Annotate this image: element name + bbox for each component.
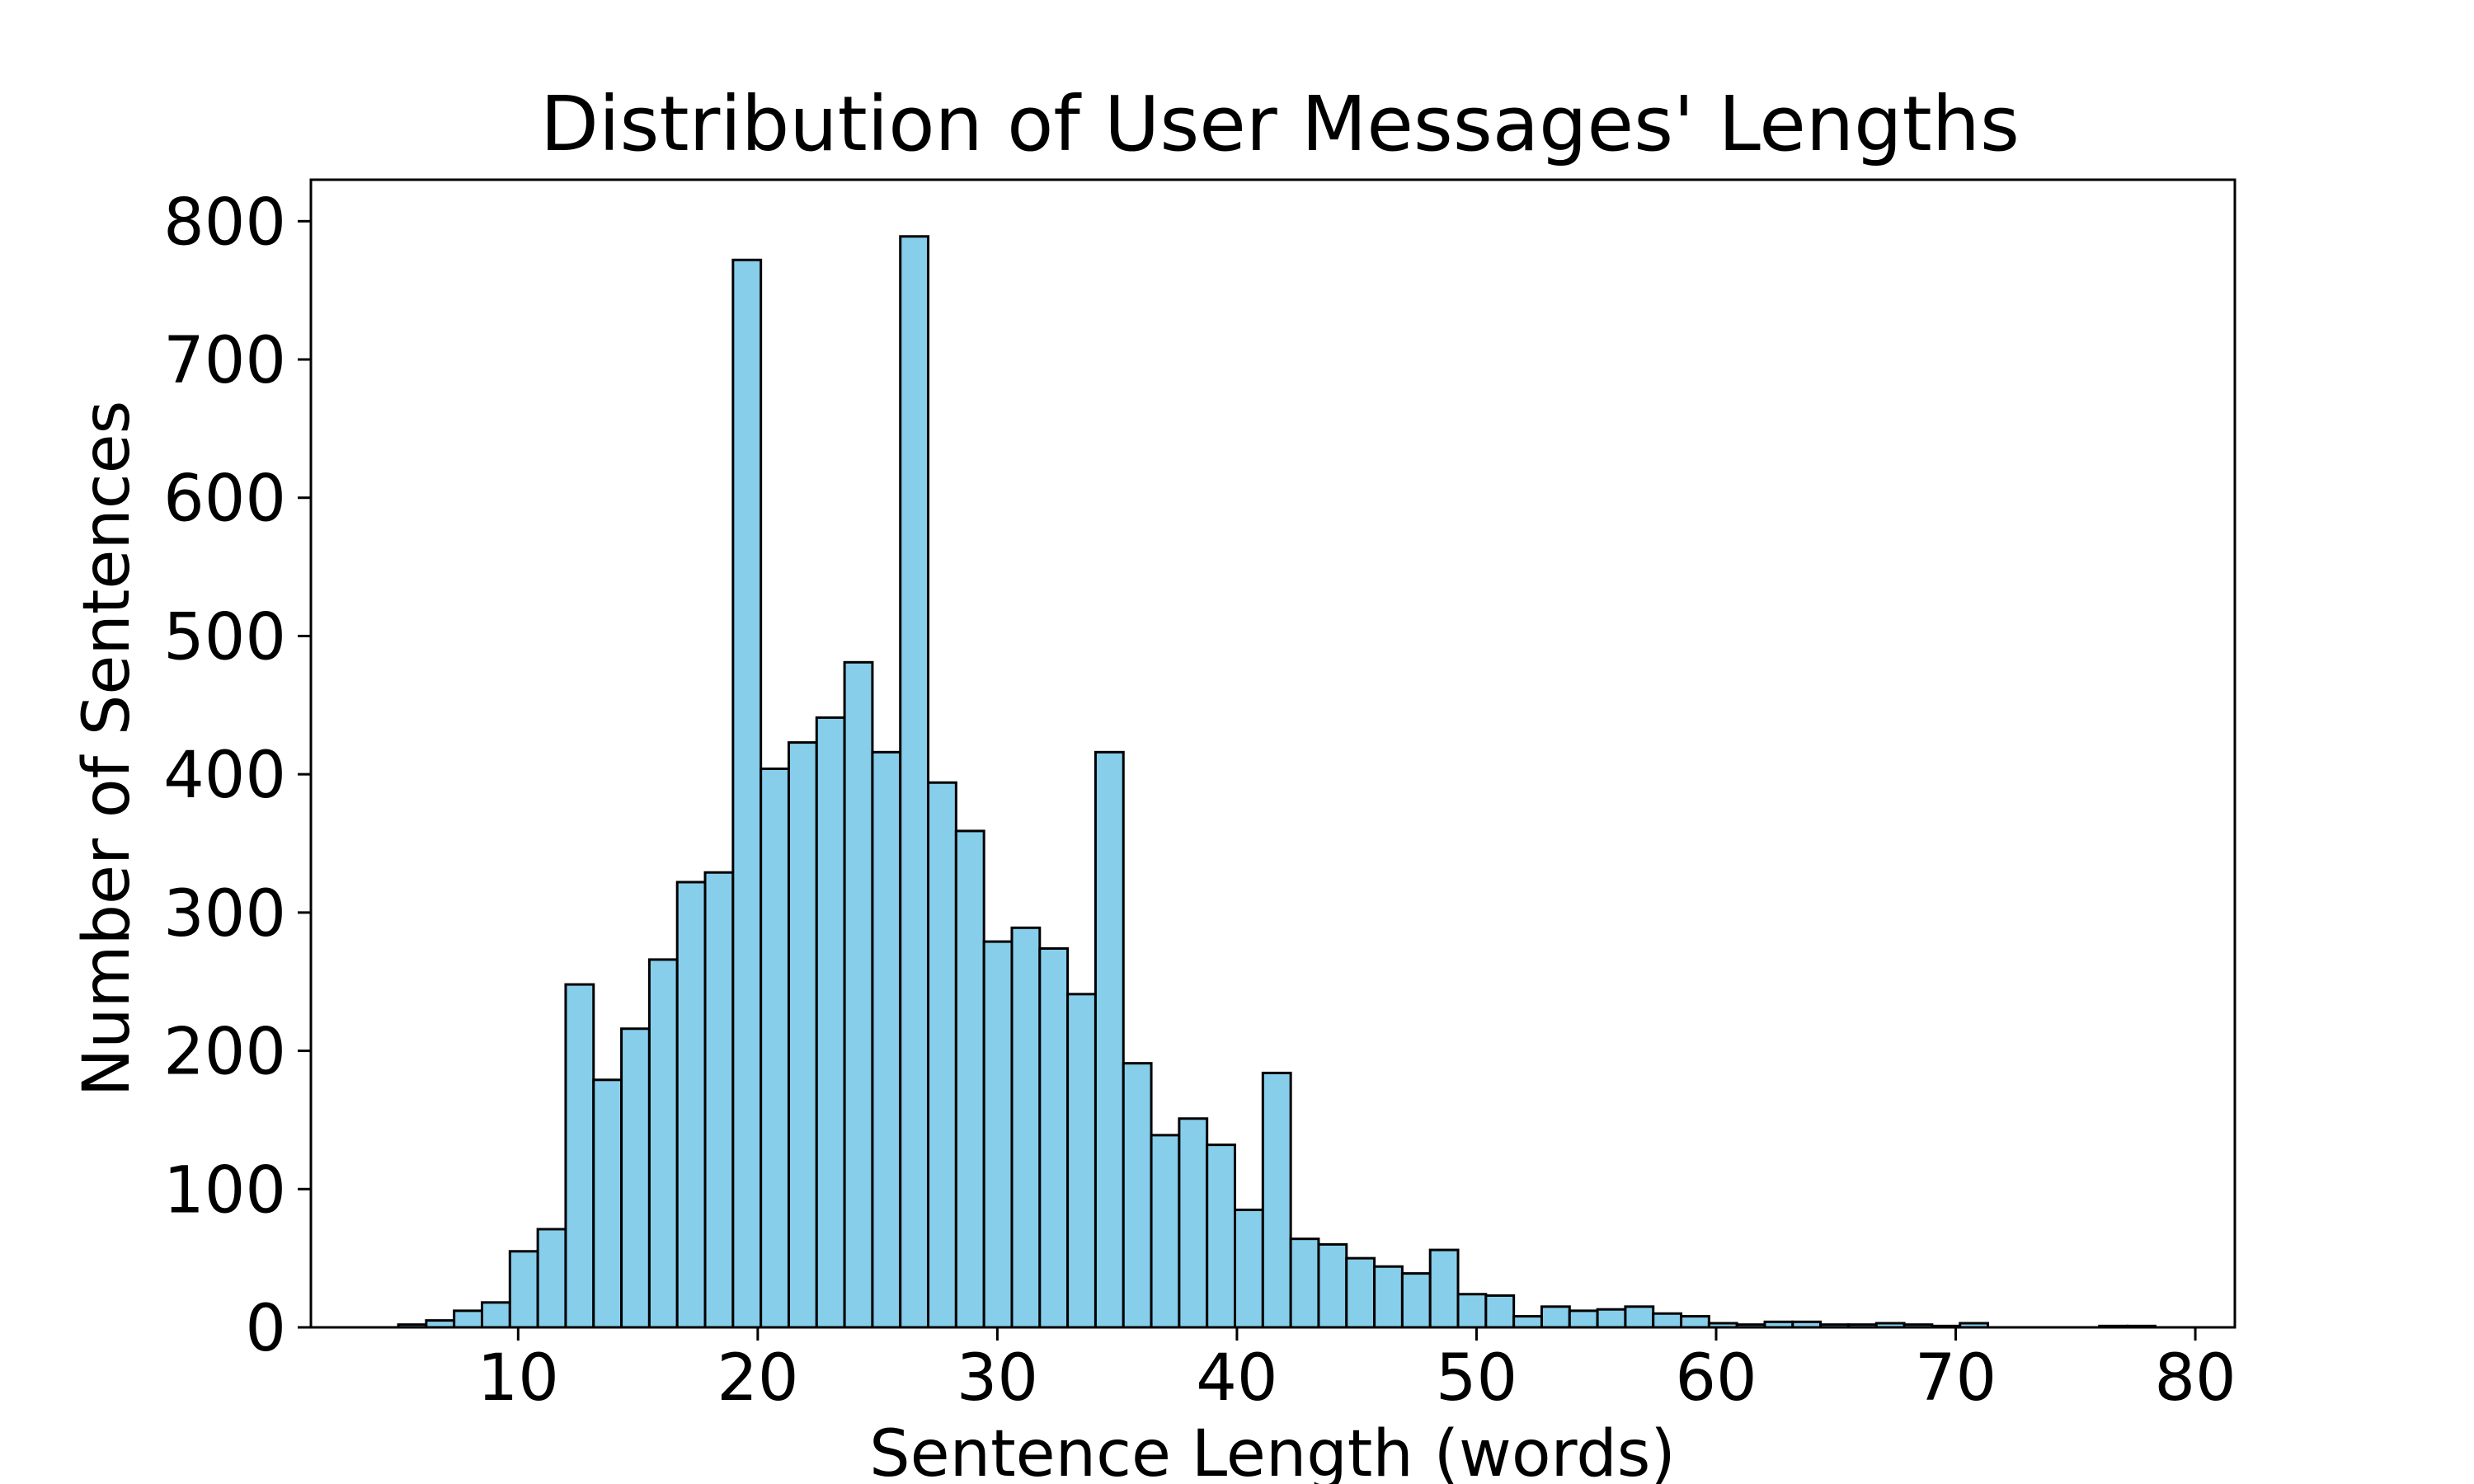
histogram-bar xyxy=(675,881,707,1329)
x-tick-label: 20 xyxy=(717,1341,798,1416)
histogram-bar xyxy=(1206,1144,1237,1329)
histogram-bar xyxy=(536,1228,567,1329)
histogram-bar xyxy=(480,1301,511,1329)
y-tick-label: 200 xyxy=(163,1016,286,1090)
x-tick-label: 30 xyxy=(957,1341,1038,1416)
chart-title: Distribution of User Messages' Lengths xyxy=(540,80,2020,168)
histogram-bar xyxy=(1317,1242,1348,1329)
histogram-bar xyxy=(1540,1305,1571,1329)
y-tick-label: 500 xyxy=(163,600,286,674)
histogram-bar xyxy=(982,940,1014,1329)
histogram-bar xyxy=(647,958,679,1329)
histogram-bar xyxy=(703,871,735,1329)
histogram-bar xyxy=(787,741,818,1329)
histogram-bar xyxy=(1261,1071,1292,1329)
x-tick-label: 80 xyxy=(2154,1341,2236,1416)
histogram-bar xyxy=(1066,993,1097,1329)
histogram-bar xyxy=(1400,1272,1432,1329)
histogram-bar xyxy=(1178,1117,1209,1329)
y-tick-label: 0 xyxy=(245,1292,286,1366)
plot-frame xyxy=(309,178,2236,1329)
histogram-bar xyxy=(1512,1315,1543,1329)
histogram-bar xyxy=(1680,1315,1710,1329)
histogram-bar xyxy=(1150,1134,1181,1329)
x-axis-ticks: 10 20 30 40 50 60 70 80 xyxy=(477,1327,2236,1416)
histogram-bar xyxy=(843,660,874,1329)
histogram-bar xyxy=(1010,926,1042,1329)
histogram-bar xyxy=(620,1027,651,1329)
y-tick-label: 800 xyxy=(163,186,286,260)
histogram-bar xyxy=(592,1078,623,1329)
y-axis-ticks: 0 100 200 300 400 500 600 700 800 xyxy=(163,186,311,1366)
histogram-bar xyxy=(1122,1062,1153,1329)
histogram-bar xyxy=(954,829,985,1329)
histogram-bars xyxy=(397,235,2157,1329)
histogram-bar xyxy=(899,235,930,1329)
y-axis-label: Number of Sentences xyxy=(70,401,144,1097)
histogram-bar xyxy=(453,1309,483,1329)
histogram-bar xyxy=(760,767,790,1329)
x-tick-label: 10 xyxy=(477,1341,559,1416)
y-tick-label: 300 xyxy=(163,877,286,951)
histogram-bar xyxy=(731,258,763,1329)
histogram-bar xyxy=(927,781,957,1329)
histogram-bar xyxy=(1234,1208,1264,1329)
histogram-bar xyxy=(871,750,902,1329)
y-tick-label: 400 xyxy=(163,739,286,813)
x-tick-label: 60 xyxy=(1675,1341,1757,1416)
histogram-bar xyxy=(564,983,595,1329)
y-tick-label: 700 xyxy=(163,324,286,398)
x-tick-label: 40 xyxy=(1196,1341,1277,1416)
histogram-bar xyxy=(1345,1256,1376,1329)
histogram-bar xyxy=(1596,1308,1627,1329)
histogram-bar xyxy=(1038,946,1070,1329)
histogram-bar xyxy=(815,716,846,1329)
histogram-bar xyxy=(1373,1265,1404,1329)
histogram-bar xyxy=(1289,1237,1320,1329)
histogram-bar xyxy=(1456,1293,1488,1329)
histogram-bar xyxy=(1652,1312,1683,1329)
histogram-bar xyxy=(1428,1248,1460,1329)
histogram-bar xyxy=(1624,1305,1655,1329)
x-axis-label: Sentence Length (words) xyxy=(869,1417,1676,1484)
x-tick-label: 70 xyxy=(1915,1341,1997,1416)
x-tick-label: 50 xyxy=(1436,1341,1517,1416)
y-tick-label: 600 xyxy=(163,463,286,537)
histogram-bar xyxy=(1094,750,1125,1329)
histogram-bar xyxy=(508,1250,539,1329)
histogram-bar xyxy=(1568,1309,1599,1329)
histogram-bar xyxy=(1484,1294,1516,1329)
y-tick-label: 100 xyxy=(163,1153,286,1228)
